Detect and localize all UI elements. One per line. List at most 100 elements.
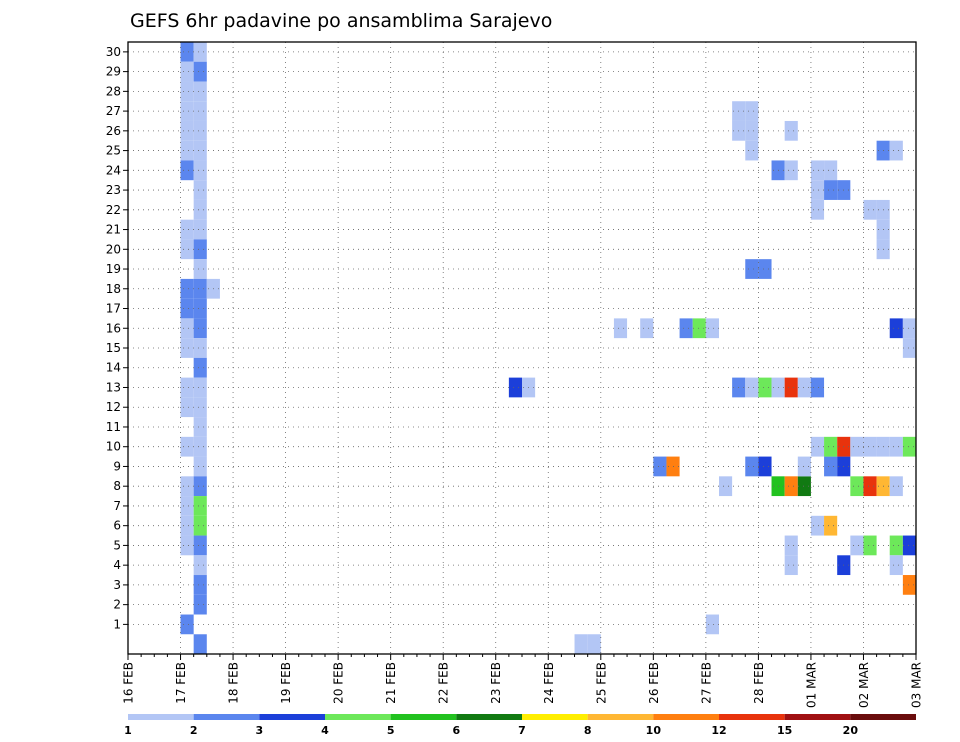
heatmap-cell — [653, 456, 667, 477]
x-tick-label: 19 FEB — [279, 662, 293, 704]
heatmap-cell — [193, 180, 207, 200]
heatmap-cell — [180, 535, 194, 556]
heatmap-cell — [679, 318, 693, 339]
heatmap-cell — [193, 357, 207, 378]
colorbar-swatch — [850, 714, 916, 720]
heatmap-cell — [613, 318, 628, 339]
x-tick-label: 20 FEB — [332, 662, 346, 704]
heatmap-cell — [180, 476, 194, 497]
heatmap-cell — [810, 199, 825, 220]
heatmap-cell — [797, 456, 811, 477]
heatmap-cell — [193, 160, 207, 181]
heatmap-cell — [797, 476, 811, 497]
colorbar-label: 2 — [190, 724, 198, 737]
heatmap-cell — [180, 239, 194, 260]
heatmap-cell — [784, 377, 798, 398]
y-tick-label: 9 — [113, 459, 121, 473]
heatmap-cell — [810, 160, 825, 181]
heatmap-cell — [758, 456, 772, 477]
heatmap-cell — [193, 535, 207, 556]
heatmap-cell — [824, 515, 838, 536]
heatmap-cell — [193, 199, 207, 220]
heatmap-cell — [180, 120, 194, 141]
heatmap-cell — [193, 81, 207, 102]
heatmap-cell — [889, 140, 903, 161]
colorbar-label: 7 — [518, 724, 526, 737]
heatmap-cell — [745, 101, 759, 121]
y-tick-label: 12 — [106, 400, 121, 414]
x-tick-label: 22 FEB — [437, 662, 451, 704]
heatmap-cell — [193, 140, 207, 161]
heatmap-cell — [180, 278, 194, 299]
heatmap-cell — [745, 120, 759, 141]
y-tick-label: 29 — [106, 65, 121, 79]
y-tick-label: 1 — [113, 617, 121, 631]
x-tick-label: 23 FEB — [489, 662, 503, 704]
y-tick-label: 4 — [113, 558, 121, 572]
colorbar-label: 5 — [387, 724, 395, 737]
colorbar-label: 6 — [453, 724, 461, 737]
y-tick-label: 14 — [106, 361, 121, 375]
heatmap-cell — [784, 120, 798, 141]
heatmap-cell — [193, 436, 207, 457]
heatmap-cell — [745, 377, 759, 398]
y-tick-label: 20 — [106, 242, 121, 256]
x-tick-label: 02 MAR — [857, 662, 871, 708]
heatmap-cell — [193, 515, 207, 536]
heatmap-cell — [587, 634, 601, 654]
colorbar-swatch — [193, 714, 260, 720]
heatmap-cell — [193, 575, 207, 595]
y-tick-label: 28 — [106, 84, 121, 98]
heatmap-cell — [193, 594, 207, 615]
heatmap-cell — [180, 140, 194, 161]
heatmap-cell — [758, 377, 772, 398]
colorbar-swatch — [390, 714, 457, 720]
x-tick-label: 21 FEB — [384, 662, 398, 704]
y-tick-label: 6 — [113, 519, 121, 533]
x-tick-label: 16 FEB — [122, 662, 136, 704]
heatmap-cell — [889, 535, 903, 556]
heatmap-cell — [902, 535, 916, 556]
heatmap-cell — [180, 515, 194, 536]
chart-title: GEFS 6hr padavine po ansamblima Sarajevo — [130, 10, 552, 32]
heatmap-cell — [180, 496, 194, 516]
y-tick-label: 23 — [106, 183, 121, 197]
y-tick-label: 18 — [106, 282, 121, 296]
heatmap-cell — [784, 555, 798, 576]
heatmap-cell — [784, 476, 798, 497]
heatmap-cell — [850, 535, 864, 556]
heatmap-cell — [810, 515, 825, 536]
heatmap-cell — [902, 436, 916, 457]
heatmap-cell — [180, 101, 194, 121]
heatmap-cell — [719, 476, 733, 497]
heatmap-cell — [745, 259, 759, 279]
heatmap-cell — [193, 61, 207, 82]
heatmap-cells — [180, 42, 916, 654]
heatmap-cell — [193, 298, 207, 319]
colorbar-label: 4 — [321, 724, 329, 737]
heatmap-cell — [745, 456, 759, 477]
heatmap-cell — [193, 120, 207, 141]
x-tick-label: 26 FEB — [647, 662, 661, 704]
y-axis: 1234567891011121314151617181920212223242… — [106, 45, 128, 631]
y-tick-label: 11 — [106, 420, 121, 434]
heatmap-cell — [193, 634, 207, 654]
y-tick-label: 24 — [106, 163, 121, 177]
heatmap-cell — [797, 377, 811, 398]
heatmap-cell — [180, 298, 194, 319]
y-tick-label: 5 — [113, 538, 121, 552]
heatmap-cell — [863, 436, 877, 457]
heatmap-cell — [180, 377, 194, 398]
y-tick-label: 26 — [106, 124, 121, 138]
heatmap-cell — [889, 318, 903, 339]
heatmap-cell — [180, 318, 194, 339]
heatmap-cell — [824, 456, 838, 477]
heatmap-cell — [193, 338, 207, 358]
colorbar-swatch — [325, 714, 391, 720]
y-tick-label: 3 — [113, 578, 121, 592]
heatmap-cell — [784, 535, 798, 556]
colorbar-label: 3 — [256, 724, 264, 737]
x-tick-label: 17 FEB — [174, 662, 188, 704]
heatmap-cell — [180, 614, 194, 635]
